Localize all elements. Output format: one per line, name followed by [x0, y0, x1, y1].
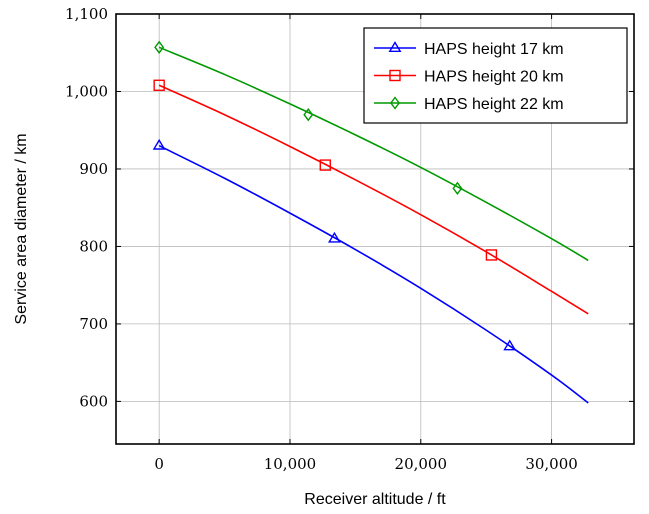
data-point-marker [303, 108, 314, 122]
data-point-marker [152, 138, 166, 150]
y-tick-label: 1,000 [65, 82, 108, 100]
series-line [158, 144, 589, 404]
legend-marker [390, 96, 400, 110]
data-point-marker [154, 40, 165, 54]
series-1 [152, 138, 589, 404]
x-axis-label: Receiver altitude / ft [304, 491, 446, 508]
y-tick-label: 800 [79, 237, 108, 255]
x-tick-label: 30,000 [525, 455, 578, 473]
legend-marker [388, 41, 402, 52]
data-point-marker [319, 159, 331, 171]
axis-ticks: 0 10,000 20,000 30,000 600 700 800 900 1,000 1,10… [65, 5, 634, 473]
legend-entry: HAPS height 20 km [374, 69, 564, 86]
legend-label: HAPS height 17 km [424, 41, 564, 58]
series-line [158, 46, 589, 262]
legend-entry: HAPS height 17 km [374, 41, 564, 58]
plot-series [152, 40, 589, 404]
plot-frame [115, 13, 635, 445]
y-tick-label: 600 [79, 392, 108, 410]
legend: HAPS height 17 km HAPS height 20 km HAPS h… [363, 27, 628, 124]
data-point-marker [503, 339, 517, 351]
x-tick-label: 10,000 [264, 455, 317, 473]
legend-label: HAPS height 20 km [424, 69, 564, 86]
y-axis-label: Service area diameter / km [13, 133, 30, 324]
data-point-marker [452, 181, 463, 195]
y-tick-label: 700 [79, 315, 108, 333]
series-2 [153, 79, 589, 315]
y-tick-label: 900 [79, 160, 108, 178]
x-tick-label: 20,000 [395, 455, 448, 473]
x-tick-label: 0 [154, 455, 164, 473]
legend-marker [389, 69, 401, 82]
legend-entry: HAPS height 22 km [374, 96, 564, 113]
series-line [158, 84, 589, 315]
data-point-marker [153, 79, 165, 91]
y-tick-label: 1,100 [65, 5, 108, 23]
series-3 [154, 40, 589, 262]
data-point-marker [485, 249, 498, 261]
legend-label: HAPS height 22 km [424, 96, 564, 113]
data-point-marker [327, 231, 341, 243]
